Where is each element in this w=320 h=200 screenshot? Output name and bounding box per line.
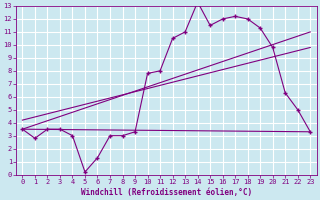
X-axis label: Windchill (Refroidissement éolien,°C): Windchill (Refroidissement éolien,°C): [81, 188, 252, 197]
